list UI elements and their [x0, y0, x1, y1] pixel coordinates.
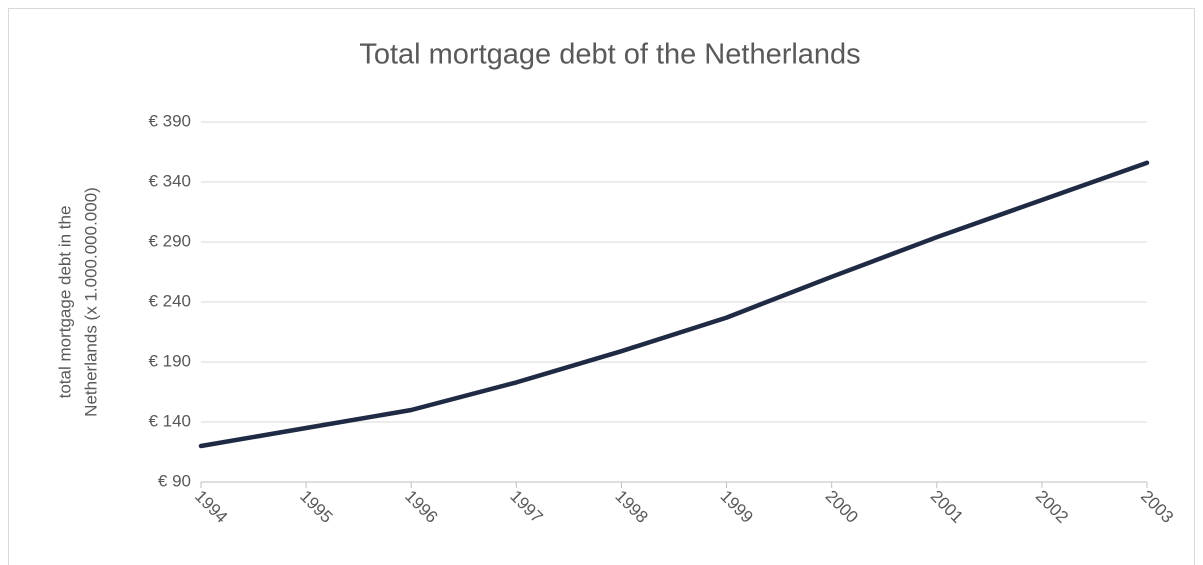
y-axis-label: total mortgage debt in the [55, 206, 74, 399]
chart-border [8, 8, 1195, 565]
y-tick-label: € 340 [148, 171, 191, 190]
y-tick-label: € 90 [158, 471, 191, 490]
y-tick-label: € 190 [148, 351, 191, 370]
line-series [198, 160, 1150, 449]
y-tick-label: € 140 [148, 411, 191, 430]
y-tick-label: € 240 [148, 291, 191, 310]
chart-title: Total mortgage debt of the Netherlands [359, 39, 860, 71]
y-tick-label: € 290 [148, 231, 191, 250]
y-tick-label: € 390 [148, 111, 191, 130]
y-axis-label: Netherlands (x 1.000.000.000) [81, 187, 100, 417]
